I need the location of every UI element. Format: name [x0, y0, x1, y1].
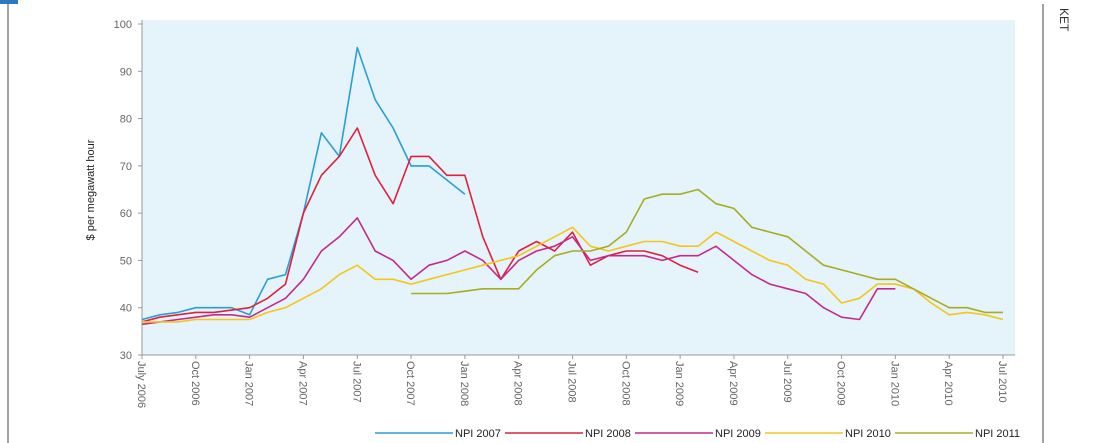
legend-label: NPI 2009 [715, 428, 761, 440]
x-tick-label: Apr 2009 [727, 361, 739, 406]
x-tick-label: Apr 2008 [512, 361, 524, 406]
x-tick-label: Oct 2009 [835, 361, 847, 406]
series-line [411, 188, 1003, 314]
y-tick-label: 60 [120, 208, 132, 220]
x-tick-label: Jul 2008 [566, 361, 578, 403]
y-tick-label: 40 [120, 303, 132, 315]
legend-label: NPI 2007 [455, 428, 501, 440]
x-tick-label: Jan 2010 [888, 361, 900, 406]
plot-background [142, 20, 1015, 355]
header-fragment [0, 0, 18, 4]
legend-label: NPI 2010 [845, 428, 891, 440]
x-tick-label: Oct 2006 [189, 361, 201, 406]
y-tick-label: 90 [120, 66, 132, 78]
x-tick-label: July 2006 [135, 361, 147, 408]
x-tick-label: Jul 2007 [350, 361, 362, 403]
x-tick-label: Oct 2008 [619, 361, 631, 406]
x-tick-label: Apr 2007 [296, 361, 308, 406]
y-tick-label: 70 [120, 161, 132, 173]
x-tick-label: Jul 2009 [781, 361, 793, 403]
legend-label: NPI 2011 [975, 428, 1020, 440]
annotation: KET [1057, 8, 1071, 32]
series-line [142, 226, 1004, 323]
x-tick-label: Jan 2008 [458, 361, 470, 406]
y-tick-label: 80 [120, 114, 132, 126]
x-tick-label: Oct 2007 [404, 361, 416, 406]
y-tick-label: 30 [120, 350, 132, 362]
x-tick-label: Apr 2010 [942, 361, 954, 406]
y-tick-label: 100 [114, 19, 132, 31]
x-tick-label: Jan 2009 [673, 361, 685, 406]
x-tick-label: Jan 2007 [243, 361, 255, 406]
series-line [141, 217, 896, 326]
y-axis-label: $ per megawatt hour [85, 139, 97, 240]
legend-label: NPI 2008 [585, 428, 631, 440]
y-tick-label: 50 [120, 255, 132, 267]
x-tick-label: Jul 2010 [996, 361, 1008, 403]
